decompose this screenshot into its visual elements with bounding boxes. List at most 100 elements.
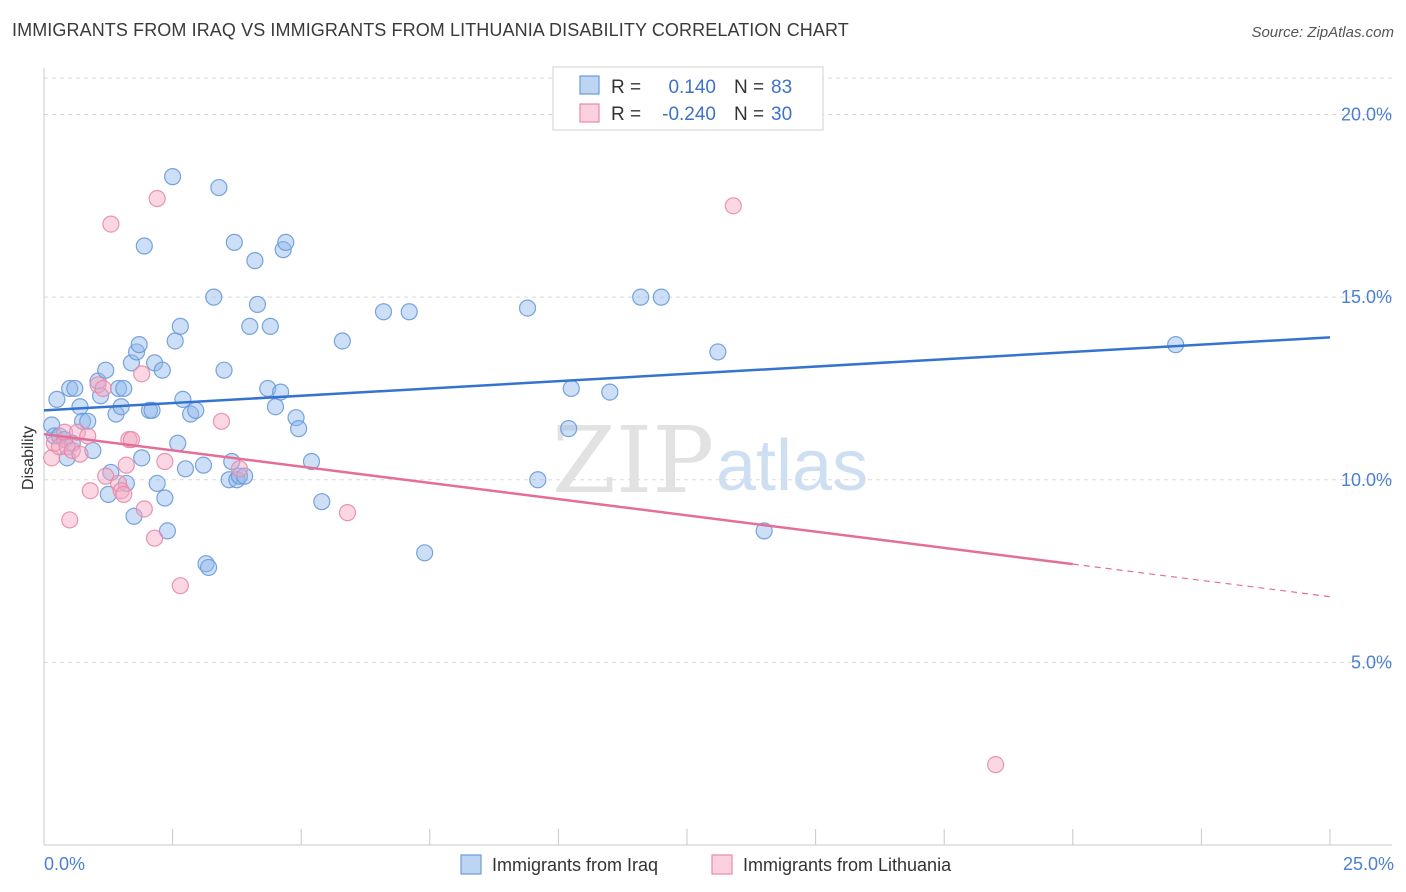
lithuania-point [724, 197, 742, 215]
iraq-point [158, 522, 177, 540]
legend-r-value-lithuania: -0.240 [662, 104, 716, 125]
iraq-point [241, 317, 259, 335]
lithuania-point [115, 485, 133, 503]
iraq-point [261, 317, 279, 335]
iraq-point [66, 379, 84, 398]
iraq-point [133, 449, 151, 467]
lithuania-point [338, 504, 357, 522]
tick-labels: 5.0% 10.0% 15.0% 20.0% 0.0% 25.0% [44, 105, 1394, 874]
iraq-point [266, 398, 285, 416]
iraq-point [156, 489, 174, 507]
iraq-point [302, 452, 321, 471]
lithuania-trend-line-dashed [1072, 563, 1331, 598]
iraq-point [48, 390, 66, 409]
iraq-point [153, 361, 171, 379]
y-tick-label: 15.0% [1341, 287, 1392, 307]
y-axis-title: Disability [20, 426, 37, 490]
lithuania-point [61, 511, 79, 529]
lithuania-point [145, 529, 164, 547]
data-points [43, 168, 1185, 774]
iraq-point [97, 361, 115, 379]
bottom-legend-label-iraq: Immigrants from Iraq [492, 855, 658, 875]
iraq-trend-line [43, 336, 1331, 412]
lithuania-point [987, 756, 1005, 774]
iraq-point [71, 398, 89, 416]
iraq-point [416, 544, 434, 562]
iraq-point [205, 288, 223, 306]
iraq-point [313, 493, 331, 511]
iraq-point [115, 379, 133, 398]
legend-n-value-lithuania: 30 [771, 104, 792, 125]
watermark: ZIP atlas [552, 407, 868, 514]
watermark-atlas: atlas [716, 426, 868, 506]
iraq-point [560, 420, 578, 438]
lithuania-trend-line [43, 432, 1073, 566]
lithuania-point [230, 460, 249, 478]
y-tick-label: 20.0% [1341, 105, 1392, 125]
y-tick-label: 10.0% [1341, 470, 1392, 490]
iraq-point [61, 379, 79, 398]
gridlines [44, 77, 1392, 663]
iraq-point [171, 317, 189, 335]
lithuania-point [171, 577, 189, 595]
source-credit: Source: ZipAtlas.com [1251, 24, 1394, 41]
iraq-point [333, 332, 351, 350]
iraq-point [248, 295, 267, 314]
iraq-point [200, 558, 218, 577]
iraq-point [176, 460, 195, 478]
y-tick-label: 5.0% [1351, 652, 1392, 672]
iraq-point [518, 299, 537, 317]
iraq-point [79, 412, 97, 430]
legend-n-value-iraq: 83 [771, 77, 792, 98]
iraq-point [709, 343, 727, 361]
lithuania-point [97, 467, 115, 485]
iraq-point [187, 401, 205, 419]
iraq-point [601, 383, 619, 401]
iraq-point [290, 420, 308, 438]
lithuania-point [133, 365, 151, 383]
legend-r-label-lithuania: R = [611, 104, 641, 125]
x-tick-label: 0.0% [44, 854, 85, 874]
iraq-point [174, 390, 192, 409]
iraq-point [632, 288, 650, 306]
iraq-point [143, 401, 161, 419]
trend-lines [43, 336, 1331, 598]
iraq-point [164, 168, 182, 186]
x-tick-label: 25.0% [1343, 854, 1394, 874]
iraq-point [194, 456, 213, 474]
bottom-legend-label-lithuania: Immigrants from Lithuania [743, 855, 952, 875]
lithuania-point [135, 500, 153, 518]
iraq-point [400, 303, 418, 321]
iraq-point [122, 354, 141, 372]
iraq-point [130, 336, 148, 354]
iraq-point [169, 434, 187, 452]
iraq-point [246, 252, 264, 270]
lithuania-point [94, 379, 112, 398]
iraq-point [755, 522, 773, 540]
lithuania-point [81, 482, 99, 500]
legend-r-label-iraq: R = [611, 77, 641, 98]
legend-swatch-iraq [579, 75, 600, 95]
lithuania-point [71, 445, 89, 463]
legend-r-value-iraq: 0.140 [668, 77, 716, 98]
legend-box: R = 0.140 N = 83 R = -0.240 N = 30 [552, 66, 824, 131]
lithuania-point [148, 189, 166, 208]
lithuania-point [102, 215, 120, 233]
legend-swatch-lithuania [579, 103, 600, 123]
lithuania-point [117, 456, 135, 474]
iraq-point [225, 233, 243, 251]
lithuania-point [68, 423, 87, 441]
iraq-point [374, 303, 393, 321]
chart-title: IMMIGRANTS FROM IRAQ VS IMMIGRANTS FROM … [12, 20, 849, 40]
watermark-zip: ZIP [552, 407, 714, 514]
iraq-point [210, 178, 228, 197]
legend-n-label-lithuania: N = [734, 104, 764, 125]
iraq-point [529, 471, 547, 489]
iraq-point [562, 379, 580, 398]
lithuania-point [212, 412, 231, 430]
legend-n-label-iraq: N = [734, 77, 764, 98]
bottom-legend-swatch-iraq [460, 854, 482, 875]
iraq-point [230, 467, 249, 485]
bottom-legend: Immigrants from Iraq Immigrants from Lit… [460, 854, 952, 875]
